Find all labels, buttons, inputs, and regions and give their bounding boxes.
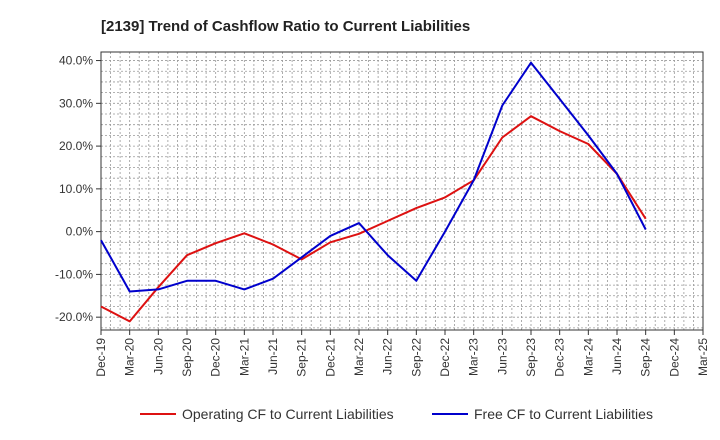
x-tick-label: Jun-24 (610, 338, 624, 375)
x-tick-label: Mar-20 (123, 338, 137, 376)
x-tick-label: Dec-22 (438, 338, 452, 377)
x-tick-label: Jun-22 (381, 338, 395, 375)
x-tick-label: Mar-22 (352, 338, 366, 376)
x-tick-label: Mar-23 (467, 338, 481, 376)
x-tick-label: Jun-23 (495, 338, 509, 375)
series-line-operating-cf (100, 115, 647, 323)
plot-frame (100, 51, 704, 331)
y-tick-label: 0.0% (66, 225, 94, 239)
x-tick-label: Mar-25 (696, 338, 710, 376)
legend-label: Free CF to Current Liabilities (474, 406, 653, 422)
series-line-free-cf (100, 61, 647, 293)
grid-layer (101, 52, 703, 330)
x-tick-label: Sep-24 (639, 338, 653, 377)
y-tick-label: -10.0% (55, 267, 93, 281)
x-tick-label: Mar-21 (237, 338, 251, 376)
legend-label: Operating CF to Current Liabilities (182, 406, 394, 422)
x-tick-label: Dec-24 (667, 338, 681, 377)
x-tick-label: Sep-22 (409, 338, 423, 377)
x-tick-label: Sep-20 (180, 338, 194, 377)
series-layer (100, 61, 647, 323)
x-tick-label: Dec-21 (323, 338, 337, 377)
y-tick-label: 40.0% (59, 54, 93, 68)
y-tick-label: 20.0% (59, 139, 93, 153)
chart-title: [2139] Trend of Cashflow Ratio to Curren… (101, 18, 470, 35)
legend: Operating CF to Current Liabilities Free … (140, 406, 653, 422)
x-tick-label: Jun-21 (266, 338, 280, 375)
x-tick-label: Sep-21 (295, 338, 309, 377)
y-tick-label: -20.0% (55, 310, 93, 324)
y-tick-label: 10.0% (59, 182, 93, 196)
y-tick-label: 30.0% (59, 96, 93, 110)
x-tick-label: Dec-20 (209, 338, 223, 377)
x-tick-label: Mar-24 (581, 338, 595, 376)
x-axis: Dec-19 Mar-20 Jun-20 Sep-20 Dec-20 Mar-21 Jun-… (94, 330, 710, 377)
x-tick-label: Dec-19 (94, 338, 108, 377)
x-tick-label: Jun-20 (151, 338, 165, 375)
x-tick-label: Dec-23 (553, 338, 567, 377)
y-axis: -20.0% -10.0% 0.0% 10.0% 20.0% 30.0% 40.0% (55, 54, 101, 324)
x-tick-label: Sep-23 (524, 338, 538, 377)
